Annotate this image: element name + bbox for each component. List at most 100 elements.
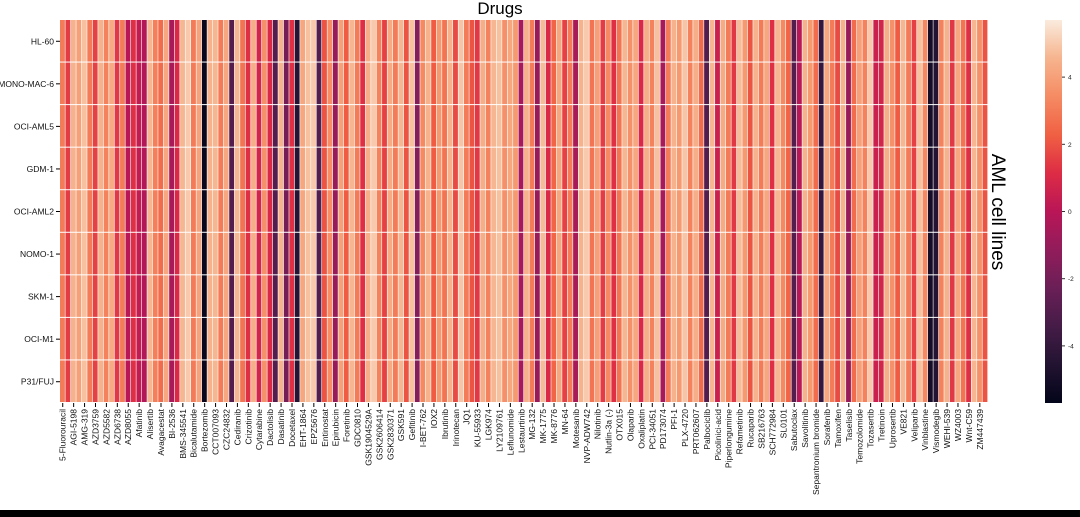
heatmap-cell	[742, 360, 748, 402]
heatmap-cell	[152, 317, 158, 360]
heatmap-cell	[256, 317, 262, 360]
heatmap-cell	[496, 190, 502, 232]
heatmap-cell	[180, 62, 185, 105]
heatmap-cell	[109, 317, 114, 360]
heatmap-cell	[944, 360, 950, 402]
heatmap-cell	[502, 105, 508, 147]
heatmap-cell	[425, 147, 431, 190]
heatmap-cell	[338, 275, 344, 317]
heatmap-cell	[786, 190, 791, 232]
heatmap-cell	[638, 147, 644, 190]
heatmap-cell	[65, 62, 71, 105]
heatmap-cell	[562, 190, 568, 232]
heatmap-cell	[971, 232, 977, 275]
heatmap-cell	[201, 232, 207, 275]
heatmap-cell	[185, 147, 191, 190]
heatmap-cell	[867, 105, 873, 147]
heatmap-cell	[65, 317, 71, 360]
heatmap-cell	[125, 105, 131, 147]
heatmap-cell	[594, 147, 600, 190]
column-label: Temozolomide	[855, 409, 865, 464]
heatmap-cell	[376, 105, 382, 147]
heatmap-cell	[862, 105, 868, 147]
heatmap-cell	[414, 190, 420, 232]
heatmap-cell	[223, 20, 229, 62]
heatmap-cell	[611, 275, 617, 317]
heatmap-cell	[971, 190, 977, 232]
heatmap-cell	[474, 317, 480, 360]
heatmap-cell	[360, 317, 366, 360]
heatmap-cell	[562, 20, 568, 62]
heatmap-cell	[835, 275, 841, 317]
heatmap-cell	[513, 62, 518, 105]
heatmap-cell	[682, 190, 688, 232]
heatmap-cell	[360, 105, 366, 147]
heatmap-cell	[174, 105, 180, 147]
heatmap-cell	[76, 105, 82, 147]
heatmap-cell	[900, 105, 906, 147]
heatmap-cell	[622, 360, 628, 402]
heatmap-cell	[736, 20, 742, 62]
heatmap-cell	[376, 190, 382, 232]
heatmap-cell	[436, 190, 442, 232]
heatmap-cell	[545, 147, 551, 190]
column-label: Gefitinib	[407, 409, 417, 440]
heatmap-cell	[949, 20, 955, 62]
heatmap-cell	[578, 105, 584, 147]
heatmap-cell	[294, 20, 300, 62]
heatmap-cell	[665, 147, 671, 190]
heatmap-cell	[229, 105, 235, 147]
heatmap-cell	[436, 147, 442, 190]
heatmap-cell	[431, 105, 437, 147]
heatmap-cell	[141, 275, 147, 317]
heatmap-cell	[136, 232, 142, 275]
heatmap-cell	[256, 360, 262, 402]
column-label: Uprosertib	[887, 409, 897, 448]
heatmap-cell	[300, 105, 306, 147]
heatmap-cell	[895, 275, 901, 317]
heatmap-cell	[807, 275, 813, 317]
heatmap-cell	[294, 232, 300, 275]
heatmap-cell	[971, 105, 977, 147]
heatmap-cell	[545, 105, 551, 147]
heatmap-cell	[600, 105, 606, 147]
heatmap-cell	[611, 317, 617, 360]
heatmap-cell	[518, 105, 524, 147]
heatmap-cell	[627, 275, 633, 317]
heatmap-cell	[709, 20, 715, 62]
heatmap-cell	[201, 105, 207, 147]
heatmap-cell	[775, 275, 780, 317]
heatmap-cell	[753, 232, 759, 275]
heatmap-cell	[584, 105, 589, 147]
heatmap-cell	[283, 147, 289, 190]
heatmap-cell	[933, 190, 939, 232]
heatmap-cell	[245, 147, 251, 190]
heatmap-cell	[114, 105, 120, 147]
heatmap-cell	[354, 232, 360, 275]
heatmap-cell	[474, 62, 480, 105]
heatmap-cell	[966, 20, 972, 62]
heatmap-cell	[753, 317, 759, 360]
heatmap-cell	[278, 105, 284, 147]
heatmap-cell	[867, 62, 873, 105]
heatmap-cell	[60, 105, 65, 147]
heatmap-cell	[305, 232, 311, 275]
heatmap-cell	[529, 275, 535, 317]
heatmap-cell	[392, 147, 398, 190]
heatmap-cell	[425, 317, 431, 360]
heatmap-cell	[376, 275, 382, 317]
heatmap-cell	[305, 317, 311, 360]
heatmap-cell	[927, 275, 933, 317]
column-label: CZC24832	[221, 409, 231, 450]
heatmap-cell	[687, 105, 693, 147]
heatmap-cell	[311, 147, 316, 190]
heatmap-cell	[633, 190, 639, 232]
heatmap-cell	[240, 317, 245, 360]
heatmap-cell	[720, 105, 726, 147]
heatmap-cell	[545, 190, 551, 232]
heatmap-cell	[611, 62, 617, 105]
heatmap-cell	[332, 232, 338, 275]
heatmap-cell	[130, 232, 136, 275]
heatmap-cell	[201, 360, 207, 402]
heatmap-cell	[644, 360, 649, 402]
